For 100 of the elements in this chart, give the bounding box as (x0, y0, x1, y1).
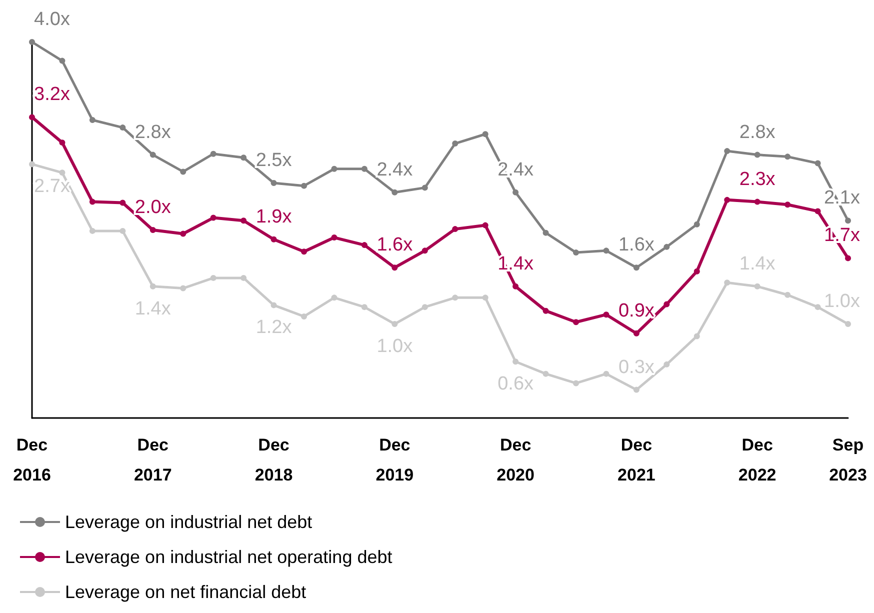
point (240, 154, 247, 161)
point (512, 189, 519, 196)
point (754, 283, 760, 290)
point (29, 161, 35, 168)
data-label: 2.5x (256, 150, 292, 171)
x-tick-label: Dec 2018 (254, 436, 293, 484)
point (361, 304, 368, 310)
data-label: 2.0x (134, 197, 172, 218)
data-label: 1.9x (256, 206, 292, 228)
legend-label: Leverage on industrial net operating debt (65, 547, 392, 567)
point (603, 312, 610, 318)
point (89, 198, 96, 205)
point (392, 189, 398, 196)
point (724, 196, 730, 203)
point (150, 283, 156, 290)
x-tick-label: Dec 2017 (134, 436, 172, 484)
point (845, 218, 851, 224)
point (573, 250, 579, 256)
point (301, 248, 307, 255)
x-tick-label: Dec 2019 (376, 436, 414, 484)
point (120, 124, 126, 131)
data-label: 0.9x (618, 300, 655, 322)
point (361, 242, 368, 248)
data-label: 1.6x (376, 234, 414, 256)
point (180, 230, 186, 237)
point (301, 313, 307, 320)
x-tick-label: Dec 2021 (618, 436, 656, 484)
point (542, 308, 549, 314)
point (180, 168, 186, 175)
point (845, 255, 851, 262)
point (664, 361, 670, 368)
point (845, 321, 851, 327)
point (784, 292, 791, 298)
point (724, 148, 730, 154)
point (452, 226, 458, 232)
point (694, 221, 700, 228)
point (361, 166, 368, 172)
point (814, 208, 821, 214)
point (29, 114, 35, 120)
point (482, 222, 488, 228)
point (270, 236, 277, 242)
legend-label: Leverage on industrial net debt (65, 512, 312, 532)
point (814, 304, 821, 310)
data-label: 4.0x (34, 9, 70, 30)
point (59, 170, 66, 176)
point (392, 264, 398, 271)
point (422, 304, 428, 310)
point (754, 152, 760, 158)
legend-label: Leverage on net financial debt (65, 582, 306, 602)
point (633, 386, 640, 393)
point (120, 228, 126, 234)
point (573, 319, 579, 326)
point (270, 302, 277, 308)
point (542, 370, 549, 377)
point (29, 39, 35, 45)
point (89, 228, 96, 234)
point (633, 264, 640, 271)
point (59, 58, 66, 64)
x-tick-label: Dec 2016 (13, 436, 51, 484)
point (331, 166, 338, 172)
point (542, 230, 549, 236)
point (331, 294, 338, 301)
point (512, 358, 519, 365)
point (452, 140, 458, 147)
point (150, 152, 156, 158)
data-label: 2.4x (376, 159, 414, 180)
point (633, 330, 640, 336)
point (392, 321, 398, 327)
point (301, 182, 307, 189)
point (270, 180, 277, 186)
point (240, 274, 247, 281)
data-label: 1.6x (618, 234, 655, 256)
point (694, 333, 700, 340)
point (120, 200, 126, 206)
data-label: 2.8x (134, 122, 172, 143)
point (664, 301, 670, 308)
point (694, 268, 700, 274)
point (482, 294, 488, 301)
point (664, 244, 670, 250)
point (422, 184, 428, 191)
point (59, 140, 66, 146)
data-label: 3.2x (34, 84, 70, 106)
point (240, 218, 247, 224)
point (784, 154, 791, 160)
point (603, 248, 610, 254)
point (180, 285, 186, 292)
x-tick-label: Dec 2022 (738, 436, 776, 484)
point (210, 150, 216, 157)
point (724, 280, 730, 286)
point (512, 283, 519, 290)
point (754, 198, 760, 205)
point (210, 274, 216, 281)
point (814, 160, 821, 166)
point (150, 227, 156, 233)
point (784, 202, 791, 208)
point (210, 214, 216, 221)
data-label: 2.3x (739, 168, 776, 190)
data-label: 2.8x (739, 122, 776, 143)
x-tick-label: Dec 2020 (496, 436, 534, 484)
point (331, 234, 338, 241)
